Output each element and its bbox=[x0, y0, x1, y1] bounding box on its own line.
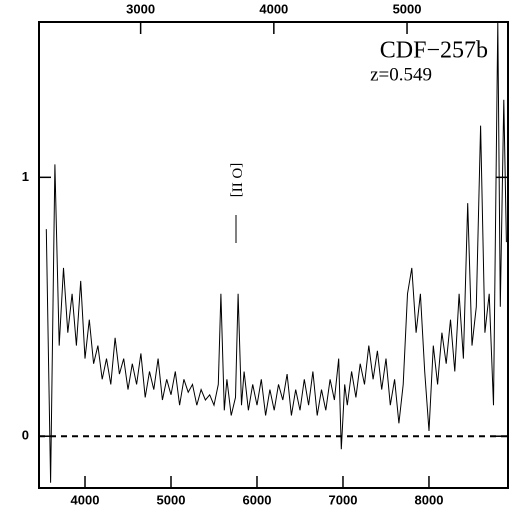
y-tick-label: 0 bbox=[22, 428, 29, 443]
x-tick-label: 7000 bbox=[329, 492, 358, 507]
annotation: [O II] bbox=[229, 163, 245, 198]
x-tick-label: 5000 bbox=[157, 492, 186, 507]
x2-tick-label: 3000 bbox=[126, 1, 155, 16]
x2-tick-label: 5000 bbox=[393, 1, 422, 16]
x-tick-label: 6000 bbox=[243, 492, 272, 507]
x-tick-label: 4000 bbox=[71, 492, 100, 507]
x2-tick-label: 4000 bbox=[259, 1, 288, 16]
plot-frame bbox=[38, 21, 509, 489]
chart-subtitle: z=0.549 bbox=[370, 64, 432, 85]
chart-title: CDF−257b bbox=[380, 38, 488, 64]
x-tick-label: 8000 bbox=[415, 492, 444, 507]
spectrum-line bbox=[45, 22, 507, 483]
y-tick-label: 1 bbox=[22, 169, 29, 184]
